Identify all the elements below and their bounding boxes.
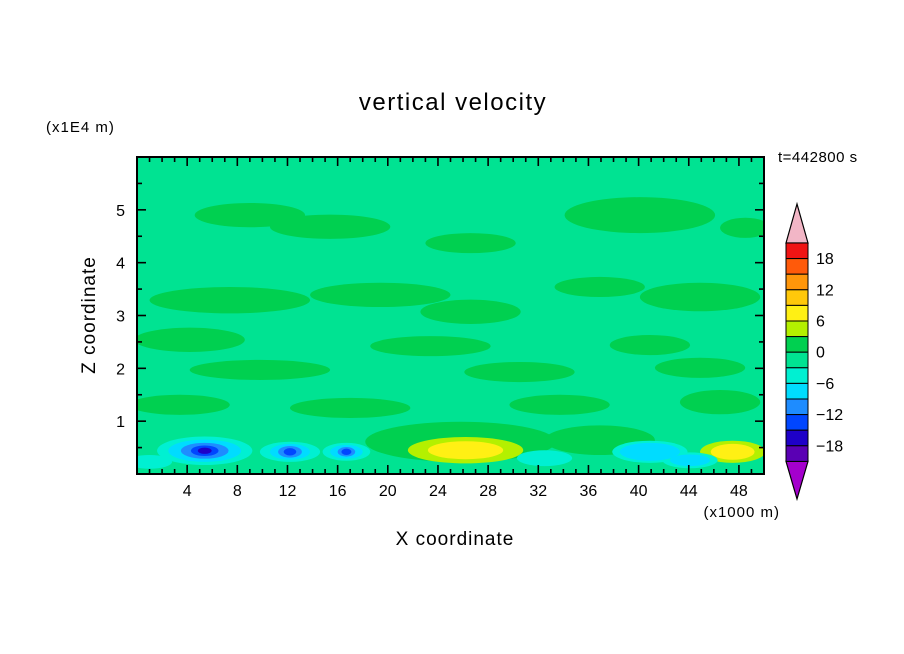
y-axis-unit-label: (x1E4 m)	[46, 119, 115, 136]
contour-blob	[710, 443, 755, 460]
contour-blob	[609, 335, 691, 356]
contour-blob	[269, 214, 391, 239]
colorbar-segment	[785, 367, 809, 384]
colorbar-segment	[785, 336, 809, 353]
colorbar-tick-label: −12	[816, 407, 843, 424]
colorbar-segment	[785, 320, 809, 338]
contour-field	[137, 157, 764, 474]
x-tick-label: 44	[680, 483, 698, 500]
x-tick-label: 8	[233, 483, 242, 500]
contour-blob	[509, 394, 610, 415]
contour-blob	[370, 336, 491, 357]
x-tick-label: 24	[429, 483, 447, 500]
contour-blob	[137, 454, 173, 469]
colorbar-segment	[785, 258, 809, 275]
colorbar-segment	[785, 242, 809, 260]
colorbar-segment	[785, 414, 809, 431]
contour-blob	[310, 282, 451, 308]
y-tick-label: 5	[116, 203, 125, 220]
contour-blob	[341, 448, 352, 455]
colorbar-tick-label: 6	[816, 314, 825, 331]
x-tick-label: 28	[479, 483, 497, 500]
contour-blob	[720, 217, 764, 238]
chart-title: vertical velocity	[359, 89, 547, 116]
contour-blob	[554, 276, 645, 298]
contour-blob	[464, 361, 575, 383]
colorbar-under-arrow	[785, 460, 809, 502]
timestamp-label: t=442800 s	[778, 149, 858, 166]
y-tick-label: 1	[116, 414, 125, 431]
x-tick-label: 32	[529, 483, 547, 500]
y-tick-label: 4	[116, 256, 125, 273]
y-axis-title: Z coordinate	[79, 256, 100, 374]
colorbar-segment	[785, 398, 809, 416]
colorbar-tick-label: 12	[816, 282, 834, 299]
x-tick-label: 12	[279, 483, 297, 500]
x-tick-label: 16	[329, 483, 347, 500]
colorbar-segment	[785, 382, 809, 400]
colorbar-segment	[785, 304, 809, 322]
contour-blob	[639, 282, 761, 312]
colorbar-over-arrow	[785, 201, 809, 244]
contour-blob	[197, 447, 212, 454]
contour-blob	[425, 233, 516, 254]
colorbar-tick-label: 0	[816, 345, 825, 362]
colorbar-segment	[785, 289, 809, 306]
contour-blob	[420, 299, 521, 324]
contour-blob	[137, 394, 230, 415]
contour-blob	[149, 286, 311, 314]
y-tick-label: 2	[116, 361, 125, 378]
x-tick-label: 48	[730, 483, 748, 500]
contour-blob	[283, 448, 297, 456]
colorbar-segment	[785, 273, 809, 291]
contour-blob	[189, 359, 331, 380]
contour-blob	[289, 397, 411, 418]
colorbar-tick-label: 18	[816, 251, 834, 268]
x-axis-unit-label: (x1000 m)	[703, 504, 780, 521]
y-tick-label: 3	[116, 309, 125, 326]
colorbar-segment	[785, 429, 809, 447]
x-tick-label: 20	[379, 483, 397, 500]
colorbar-tick-label: −18	[816, 438, 843, 455]
contour-blob	[516, 450, 573, 467]
x-tick-label: 36	[580, 483, 598, 500]
contour-blob	[654, 357, 746, 378]
contour-blob	[619, 442, 680, 461]
x-tick-label: 40	[630, 483, 648, 500]
contour-blob	[679, 389, 761, 415]
contour-blob	[137, 327, 245, 352]
colorbar: 18 12 6 0 −6 −12 −18	[785, 201, 843, 502]
contour-blob	[427, 441, 504, 460]
axis-ticks	[137, 157, 764, 474]
colorbar-segment	[785, 351, 809, 369]
colorbar-segment	[785, 445, 809, 462]
contour-blob	[564, 197, 716, 234]
x-axis-title: X coordinate	[396, 529, 515, 550]
x-tick-label: 4	[183, 483, 192, 500]
colorbar-tick-label: −6	[816, 376, 834, 393]
contour-blob	[669, 454, 711, 467]
